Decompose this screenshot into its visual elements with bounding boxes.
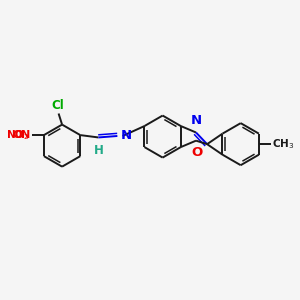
Text: CH$_3$: CH$_3$	[272, 137, 295, 151]
Text: H: H	[94, 144, 103, 157]
Text: O: O	[192, 146, 203, 159]
Text: N: N	[121, 129, 132, 142]
Text: NO$_2$: NO$_2$	[6, 128, 30, 142]
Text: Cl: Cl	[51, 99, 64, 112]
Text: N: N	[21, 130, 30, 140]
Text: N: N	[190, 114, 202, 127]
Text: O: O	[13, 130, 22, 140]
